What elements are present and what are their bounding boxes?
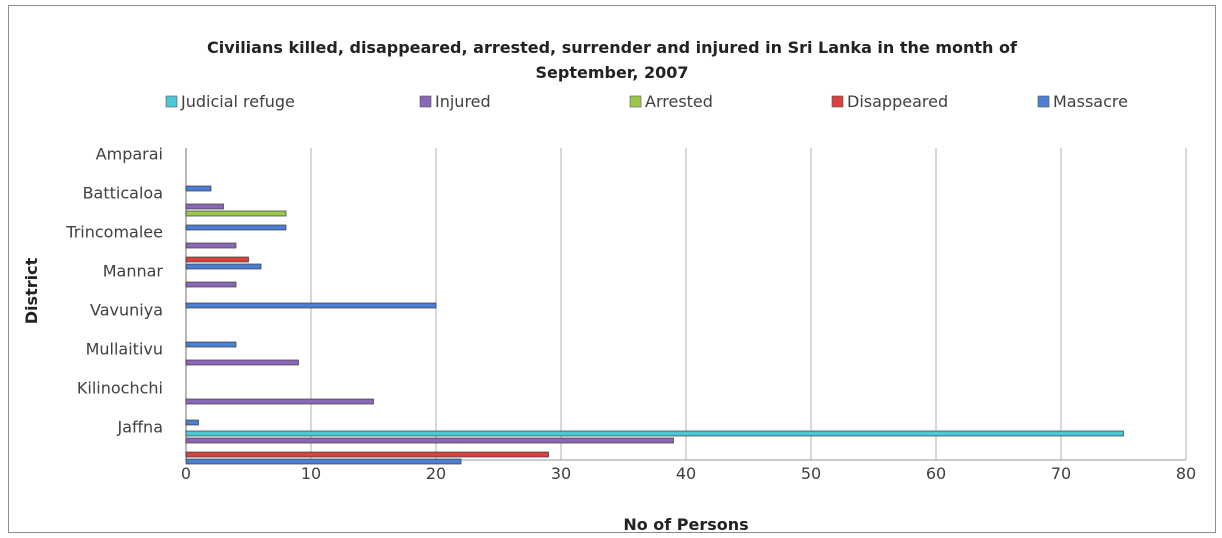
bar-injured-batticaloa bbox=[185, 203, 224, 210]
bar-injured-kilinochchi bbox=[185, 398, 374, 405]
category-label-mullaitivu: Mullaitivu bbox=[86, 340, 163, 359]
y-axis-title: District bbox=[22, 257, 41, 324]
legend-label-arrested: Arrested bbox=[645, 92, 713, 111]
bar-massacre-jaffna bbox=[185, 458, 462, 465]
x-tick-40: 40 bbox=[676, 464, 696, 483]
legend-label-massacre: Massacre bbox=[1053, 92, 1128, 111]
chart-frame bbox=[8, 5, 1216, 533]
bar-massacre-vavuniya bbox=[185, 341, 237, 348]
category-labels: Amparai Batticaloa Trincomalee Mannar Vavuni… bbox=[65, 145, 163, 437]
x-axis-title: No of Persons bbox=[623, 515, 748, 534]
bar-massacre-batticaloa bbox=[185, 224, 287, 231]
legend: Judicial refuge Injured Arrested Disappeare… bbox=[165, 92, 1128, 111]
legend-swatch-arrested bbox=[629, 95, 642, 108]
category-label-batticaloa: Batticaloa bbox=[83, 184, 163, 203]
bar-disappeared-jaffna bbox=[185, 451, 549, 458]
bar-judicial-refuge-jaffna bbox=[185, 430, 1124, 437]
legend-label-injured: Injured bbox=[435, 92, 491, 111]
legend-item-disappeared: Disappeared bbox=[831, 92, 948, 111]
legend-label-disappeared: Disappeared bbox=[847, 92, 948, 111]
x-tick-20: 20 bbox=[426, 464, 446, 483]
chart-title-line-1: Civilians killed, disappeared, arrested,… bbox=[207, 38, 1018, 57]
x-tick-70: 70 bbox=[1051, 464, 1071, 483]
legend-swatch-massacre bbox=[1037, 95, 1050, 108]
x-tick-labels: 0 10 20 30 40 50 60 70 80 bbox=[181, 464, 1196, 483]
legend-swatch-judicial-refuge bbox=[165, 95, 178, 108]
legend-item-massacre: Massacre bbox=[1037, 92, 1128, 111]
category-label-kilinochchi: Kilinochchi bbox=[77, 379, 163, 398]
legend-label-judicial-refuge: Judicial refuge bbox=[180, 92, 295, 111]
category-label-trincomalee: Trincomalee bbox=[65, 223, 163, 242]
x-tick-30: 30 bbox=[551, 464, 571, 483]
bar-massacre-kilinochchi bbox=[185, 419, 199, 426]
legend-swatch-disappeared bbox=[831, 95, 844, 108]
grid-lines bbox=[185, 148, 1187, 461]
bar-injured-jaffna bbox=[185, 437, 674, 444]
category-label-mannar: Mannar bbox=[103, 262, 164, 281]
bar-disappeared-trincomalee bbox=[185, 256, 249, 263]
bar-injured-trincomalee bbox=[185, 242, 237, 249]
legend-swatch-injured bbox=[419, 95, 432, 108]
x-tick-50: 50 bbox=[801, 464, 821, 483]
bar-massacre-trincomalee bbox=[185, 263, 262, 270]
bar-massacre-mannar bbox=[185, 302, 437, 309]
x-tick-0: 0 bbox=[181, 464, 191, 483]
x-tick-10: 10 bbox=[301, 464, 321, 483]
bar-arrested-batticaloa bbox=[185, 210, 287, 217]
legend-item-injured: Injured bbox=[419, 92, 491, 111]
legend-item-arrested: Arrested bbox=[629, 92, 713, 111]
category-label-jaffna: Jaffna bbox=[117, 418, 164, 437]
x-tick-60: 60 bbox=[926, 464, 946, 483]
bar-injured-mullaitivu bbox=[185, 359, 299, 366]
bar-massacre-amparai bbox=[185, 185, 212, 192]
category-label-amparai: Amparai bbox=[96, 145, 163, 164]
x-tick-80: 80 bbox=[1176, 464, 1196, 483]
category-label-vavuniya: Vavuniya bbox=[90, 301, 163, 320]
legend-item-judicial-refuge: Judicial refuge bbox=[165, 92, 295, 111]
bars bbox=[185, 185, 1124, 465]
bar-injured-mannar bbox=[185, 281, 237, 288]
chart-title-line-2: September, 2007 bbox=[535, 63, 688, 82]
